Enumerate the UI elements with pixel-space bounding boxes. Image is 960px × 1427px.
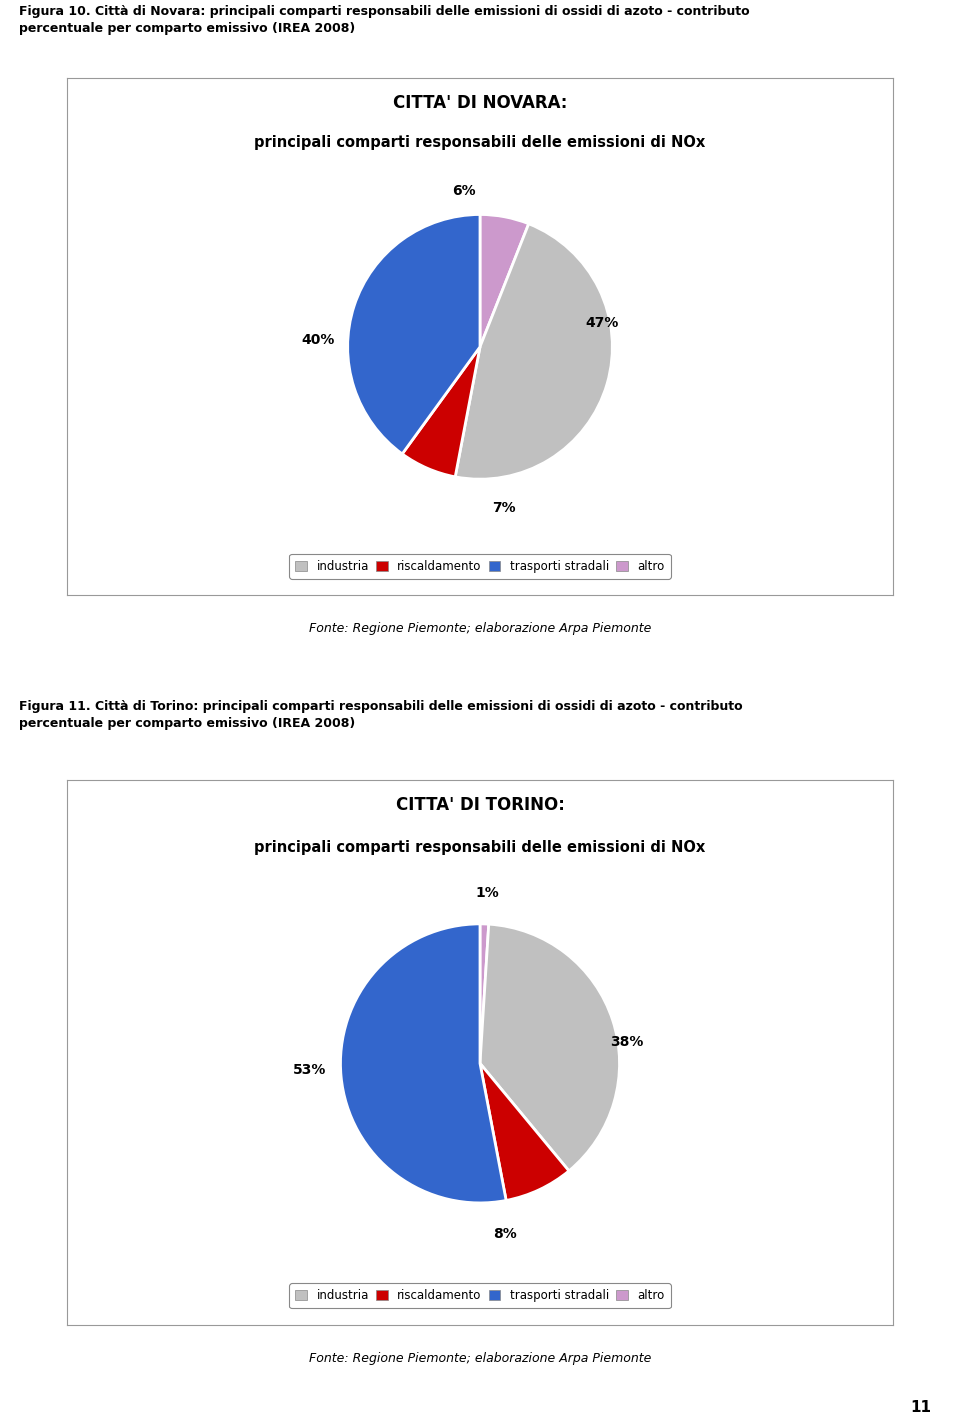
Legend: industria, riscaldamento, trasporti stradali, altro: industria, riscaldamento, trasporti stra… [289, 554, 671, 579]
Text: Figura 11. Città di Torino: principali comparti responsabili delle emissioni di : Figura 11. Città di Torino: principali c… [19, 701, 743, 731]
Text: CITTA' DI NOVARA:: CITTA' DI NOVARA: [393, 94, 567, 111]
Text: CITTA' DI TORINO:: CITTA' DI TORINO: [396, 796, 564, 815]
Text: principali comparti responsabili delle emissioni di NOx: principali comparti responsabili delle e… [254, 841, 706, 855]
Text: Fonte: Regione Piemonte; elaborazione Arpa Piemonte: Fonte: Regione Piemonte; elaborazione Ar… [309, 1351, 651, 1366]
Text: 11: 11 [910, 1400, 931, 1414]
Legend: industria, riscaldamento, trasporti stradali, altro: industria, riscaldamento, trasporti stra… [289, 1283, 671, 1309]
Text: principali comparti responsabili delle emissioni di NOx: principali comparti responsabili delle e… [254, 136, 706, 150]
Text: Figura 10. Città di Novara: principali comparti responsabili delle emissioni di : Figura 10. Città di Novara: principali c… [19, 6, 750, 36]
Text: Fonte: Regione Piemonte; elaborazione Arpa Piemonte: Fonte: Regione Piemonte; elaborazione Ar… [309, 622, 651, 635]
